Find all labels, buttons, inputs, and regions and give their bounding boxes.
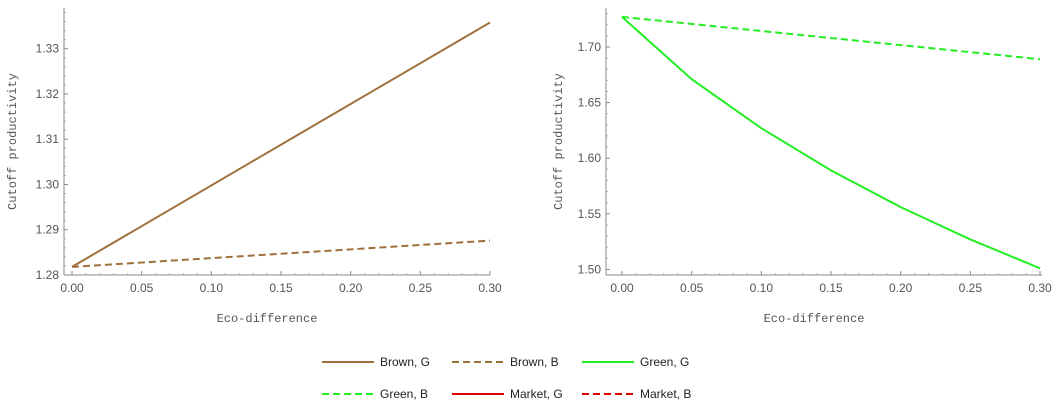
y-tick-label: 1.70 bbox=[578, 40, 602, 54]
y-tick-label: 1.60 bbox=[578, 151, 602, 165]
x-tick-label: 0.30 bbox=[478, 281, 502, 295]
x-tick-label: 0.15 bbox=[819, 281, 843, 295]
x-tick-label: 0.00 bbox=[60, 281, 84, 295]
x-tick-label: 0.00 bbox=[610, 281, 634, 295]
legend-item: Green, G bbox=[582, 355, 689, 369]
y-tick-label: 1.50 bbox=[578, 262, 602, 276]
x-tick-label: 0.25 bbox=[959, 281, 983, 295]
chart-panel-left: 0.00 0.05 0.10 0.15 0.20 0.25 0.30 1.28 1.29 1.30… bbox=[6, 8, 502, 326]
legend-item: Brown, B bbox=[452, 355, 559, 369]
y-axis-label: Cutoff productivity bbox=[6, 73, 20, 210]
y-tick-label: 1.28 bbox=[36, 268, 60, 282]
x-axis-label: Eco-difference bbox=[217, 312, 318, 326]
legend-label: Green, G bbox=[640, 355, 689, 369]
series-line-brown-g bbox=[71, 21, 491, 268]
series-line-green-g bbox=[621, 16, 1041, 270]
y-axis-label: Cutoff productivity bbox=[552, 73, 566, 210]
x-tick-label: 0.20 bbox=[339, 281, 363, 295]
y-tick-label: 1.65 bbox=[578, 96, 602, 110]
y-tick-label: 1.31 bbox=[36, 132, 60, 146]
legend-label: Market, B bbox=[640, 387, 691, 401]
x-tick-label: 0.05 bbox=[680, 281, 704, 295]
series-line-brown-b bbox=[71, 239, 491, 268]
legend-label: Brown, B bbox=[510, 355, 559, 369]
x-tick-label: 0.30 bbox=[1028, 281, 1052, 295]
legend-item: Brown, G bbox=[322, 355, 430, 369]
chart-panel-right: 0.00 0.05 0.10 0.15 0.20 0.25 0.30 1.50 1.55 1.60… bbox=[552, 8, 1052, 326]
y-tick-label: 1.55 bbox=[578, 207, 602, 221]
series-line-green-b bbox=[621, 15, 1041, 61]
legend-label: Green, B bbox=[380, 387, 428, 401]
legend-item: Market, G bbox=[452, 387, 563, 401]
x-axis-label: Eco-difference bbox=[764, 312, 865, 326]
legend-label: Brown, G bbox=[380, 355, 430, 369]
x-tick-label: 0.20 bbox=[889, 281, 913, 295]
y-tick-label: 1.30 bbox=[36, 177, 60, 191]
x-tick-label: 0.10 bbox=[200, 281, 224, 295]
y-tick-label: 1.29 bbox=[36, 223, 60, 237]
y-tick-label: 1.32 bbox=[36, 87, 60, 101]
x-tick-label: 0.05 bbox=[130, 281, 154, 295]
y-tick-label: 1.33 bbox=[36, 42, 60, 56]
legend-label: Market, G bbox=[510, 387, 563, 401]
x-tick-label: 0.15 bbox=[269, 281, 293, 295]
legend: Brown, G Brown, B Green, G Green, B Market, … bbox=[322, 355, 691, 401]
legend-item: Market, B bbox=[582, 387, 691, 401]
legend-item: Green, B bbox=[322, 387, 428, 401]
x-tick-label: 0.25 bbox=[409, 281, 433, 295]
x-tick-label: 0.10 bbox=[750, 281, 774, 295]
